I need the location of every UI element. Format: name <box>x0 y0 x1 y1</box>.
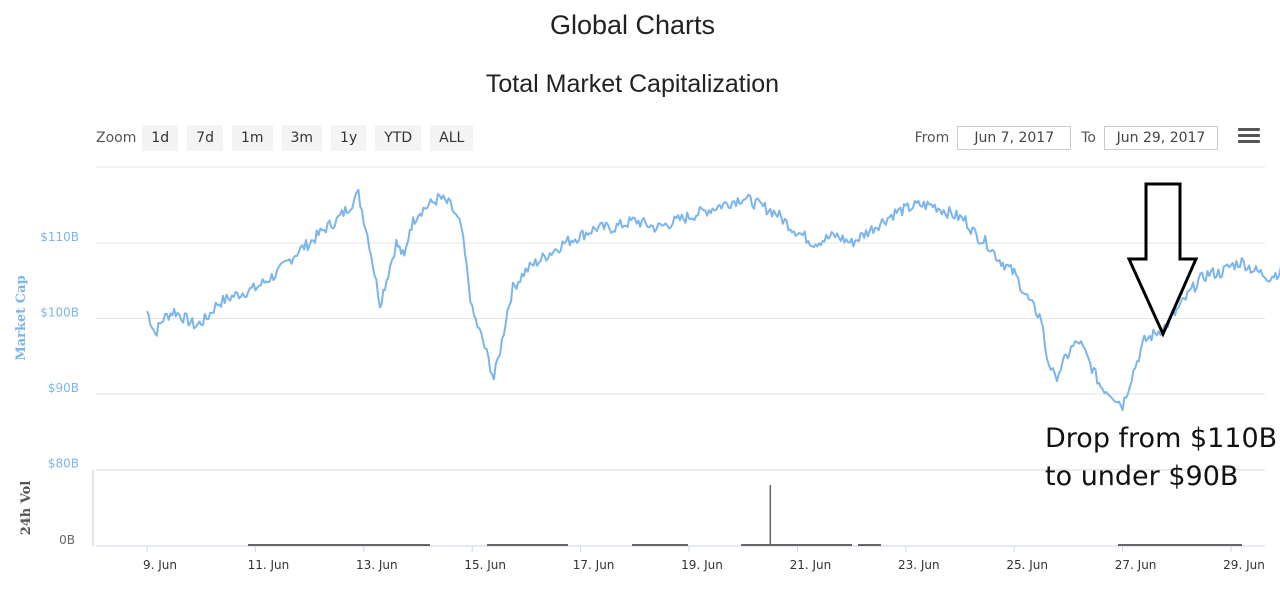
volume-tick-label: 0B <box>59 533 75 547</box>
y-tick-label: $100B <box>40 306 79 320</box>
x-tick-label: 27. Jun <box>1115 558 1157 572</box>
zoom-all-button[interactable]: ALL <box>430 125 474 151</box>
annotation-text: Drop from $110B to under $90B <box>1045 420 1277 496</box>
x-tick-label: 23. Jun <box>898 558 940 572</box>
date-range-bar: From Jun 7, 2017 To Jun 29, 2017 <box>905 124 1218 152</box>
zoom-ytd-button[interactable]: YTD <box>375 125 422 151</box>
x-tick-label: 29. Jun <box>1223 558 1265 572</box>
zoom-bar: Zoom 1d 7d 1m 3m 1y YTD ALL <box>96 124 482 152</box>
down-arrow-icon <box>1126 182 1199 338</box>
zoom-1m-button[interactable]: 1m <box>231 125 273 151</box>
from-date-input[interactable]: Jun 7, 2017 <box>957 126 1072 150</box>
hamburger-menu-icon[interactable] <box>1238 128 1260 148</box>
zoom-3m-button[interactable]: 3m <box>281 125 323 151</box>
x-tick-label: 15. Jun <box>464 558 506 572</box>
zoom-label: Zoom <box>96 130 137 146</box>
zoom-1d-button[interactable]: 1d <box>142 125 179 151</box>
to-label: To <box>1081 130 1096 146</box>
zoom-1y-button[interactable]: 1y <box>331 125 367 151</box>
y-tick-label: $90B <box>48 381 79 395</box>
x-tick-label: 25. Jun <box>1006 558 1048 572</box>
from-label: From <box>914 130 950 146</box>
x-tick-label: 17. Jun <box>573 558 615 572</box>
market-cap-series-line <box>146 188 1280 412</box>
zoom-7d-button[interactable]: 7d <box>187 125 223 151</box>
page-title: Global Charts <box>549 10 716 40</box>
x-tick-label: 9. Jun <box>143 558 177 572</box>
x-tick-label: 19. Jun <box>681 558 723 572</box>
x-tick-label: 13. Jun <box>356 558 398 572</box>
x-tick-label: 11. Jun <box>248 558 290 572</box>
y-tick-label: $80B <box>48 457 79 471</box>
y-tick-label: $110B <box>40 230 79 244</box>
annotation-line-1: Drop from $110B <box>1045 423 1278 454</box>
chart-title: Total Market Capitalization <box>485 70 780 98</box>
to-date-input[interactable]: Jun 29, 2017 <box>1104 126 1218 150</box>
x-tick-label: 21. Jun <box>790 558 832 572</box>
y-axis-title: Market Cap <box>14 275 29 360</box>
annotation-line-2: to under $90B <box>1045 461 1239 492</box>
volume-axis-title: 24h Vol <box>19 481 34 536</box>
